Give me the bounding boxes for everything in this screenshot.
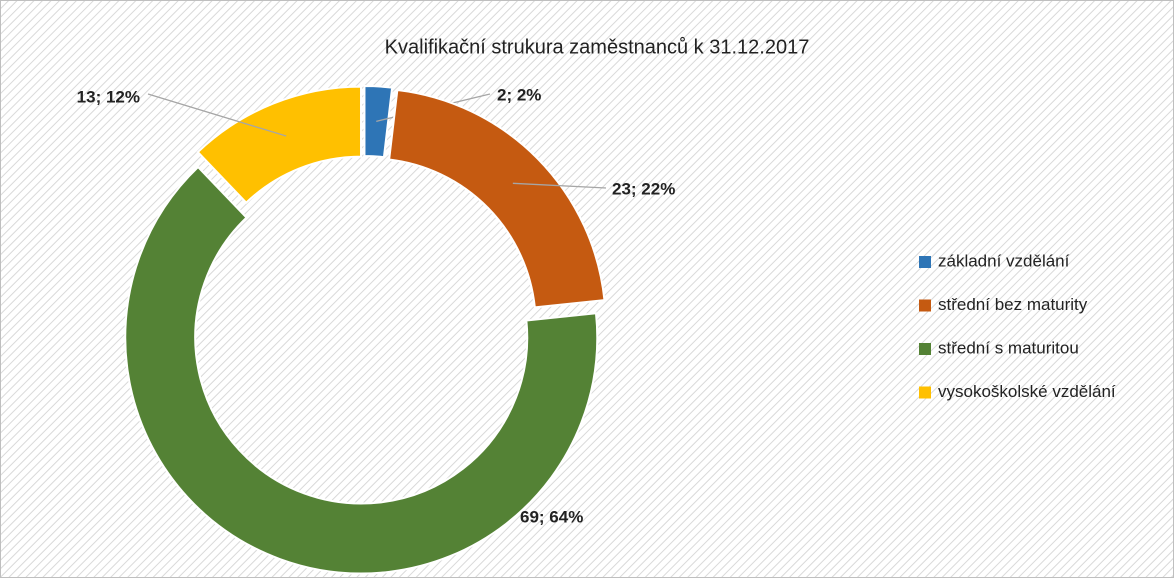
data-label: 13; 12% — [77, 87, 140, 106]
legend-swatch — [919, 343, 931, 355]
legend-label: základní vzdělání — [938, 251, 1070, 270]
legend-label: střední s maturitou — [938, 338, 1079, 357]
legend-swatch — [919, 386, 931, 399]
donut-slice — [196, 85, 363, 205]
legend-swatch — [919, 299, 931, 312]
data-label: 23; 22% — [612, 179, 675, 198]
leader-line — [512, 182, 607, 189]
chart-title: Kvalifikační strukura zaměstnanců k 31.1… — [385, 36, 810, 58]
legend-swatch — [919, 256, 931, 268]
donut-slice — [124, 165, 599, 575]
donut-slice — [388, 88, 606, 309]
leader-line — [147, 93, 287, 137]
donut-slice — [363, 85, 394, 159]
legend-label: vysokoškolské vzdělání — [938, 382, 1116, 401]
legend-label: střední bez maturity — [938, 295, 1088, 314]
data-label: 2; 2% — [497, 85, 541, 104]
data-label: 69; 64% — [520, 507, 583, 526]
